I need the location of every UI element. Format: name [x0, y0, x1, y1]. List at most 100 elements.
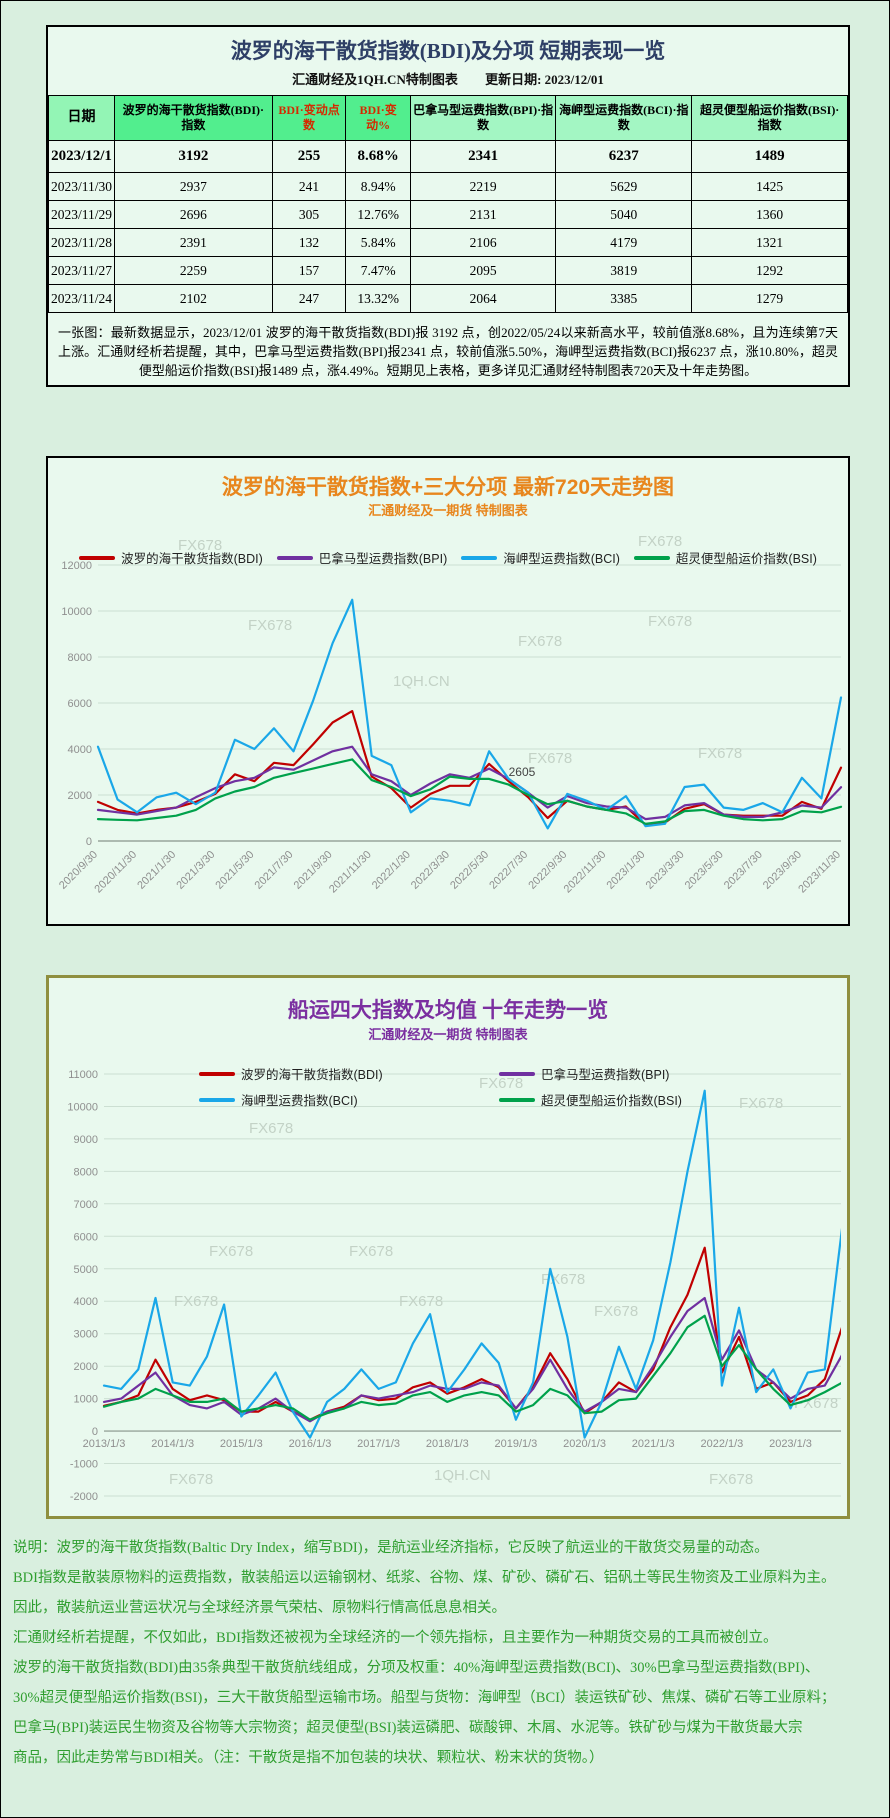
- chart-720-section: 波罗的海干散货指数+三大分项 最新720天走势图 汇通财经及一期货 特制图表 0…: [46, 456, 850, 926]
- svg-text:11000: 11000: [68, 1069, 98, 1081]
- table-cell: 2023/11/24: [47, 284, 116, 313]
- watermark: FX678: [528, 750, 572, 767]
- legend-swatch: [276, 555, 313, 560]
- chart-10y-subtitle: 汇通财经及一期货 特制图表: [368, 1027, 528, 1042]
- svg-text:2020/11/30: 2020/11/30: [92, 849, 139, 896]
- svg-text:6000: 6000: [68, 698, 92, 710]
- svg-text:2021/11/30: 2021/11/30: [327, 849, 374, 896]
- watermark: FX678: [349, 1243, 393, 1260]
- legend-label: 波罗的海干散货指数(BDI): [241, 1068, 383, 1082]
- svg-text:2014/1/3: 2014/1/3: [151, 1438, 194, 1450]
- chart-10y-section: 船运四大指数及均值 十年走势一览 汇通财经及一期货 特制图表 -2000 -100…: [46, 975, 850, 1519]
- data-label: 2605: [509, 765, 536, 779]
- legend-label: 海岬型运费指数(BCI): [503, 552, 620, 566]
- footer-line: 因此，散装航运业营运状况与全球经济景气荣枯、原物料行情高低息息相关。: [13, 1600, 506, 1616]
- table-cell: 2095: [409, 256, 557, 285]
- chart-720-title: 波罗的海干散货指数+三大分项 最新720天走势图: [221, 476, 675, 499]
- legend-swatch: [199, 1071, 235, 1076]
- legend-item: 海岬型运费指数(BCI): [461, 548, 620, 567]
- table-note: 一张图：最新数据显示，2023/12/01 波罗的海干散货指数(BDI)报 31…: [58, 325, 838, 378]
- legend-label: 波罗的海干散货指数(BDI): [121, 552, 263, 566]
- svg-text:2021/1/3: 2021/1/3: [632, 1438, 675, 1450]
- svg-text:2022/5/30: 2022/5/30: [448, 849, 491, 892]
- svg-text:2019/1/3: 2019/1/3: [494, 1438, 537, 1450]
- table-cell: 1321: [691, 228, 848, 257]
- chart-720-subtitle: 汇通财经及一期货 特制图表: [368, 503, 528, 518]
- watermark: FX678: [648, 613, 692, 630]
- table-cell: 2106: [409, 228, 557, 257]
- legend-label: 海岬型运费指数(BCI): [241, 1094, 358, 1108]
- watermark: FX678: [541, 1271, 585, 1288]
- watermark: FX678: [518, 633, 562, 650]
- table-cell: 12.76%: [345, 200, 411, 229]
- svg-text:2021/9/30: 2021/9/30: [292, 849, 335, 892]
- table-row: 2023/11/29 2696 305 12.76% 2131 5040 1360: [47, 200, 848, 229]
- table-cell: 2023/12/1: [47, 140, 116, 173]
- legend-item: 波罗的海干散货指数(BDI): [199, 1064, 499, 1083]
- legend-item: 海岬型运费指数(BCI): [199, 1090, 499, 1109]
- svg-text:2023/9/30: 2023/9/30: [761, 849, 804, 892]
- svg-text:2022/7/30: 2022/7/30: [487, 849, 530, 892]
- legend-swatch: [499, 1071, 535, 1076]
- table-cell: 3819: [555, 256, 693, 285]
- table-cell: 2064: [409, 284, 557, 313]
- svg-text:2023/7/30: 2023/7/30: [722, 849, 765, 892]
- svg-text:2018/1/3: 2018/1/3: [426, 1438, 469, 1450]
- table-section: 波罗的海干散货指数(BDI)及分项 短期表现一览 汇通财经及1QH.CN特制图表…: [46, 25, 850, 387]
- legend-label: 超灵便型船运价指数(BSI): [675, 552, 817, 566]
- svg-text:3000: 3000: [74, 1329, 98, 1341]
- svg-text:2021/7/30: 2021/7/30: [253, 849, 296, 892]
- table-cell: 2341: [409, 140, 557, 173]
- series-bpi: [102, 1296, 841, 1423]
- svg-text:8000: 8000: [74, 1166, 98, 1178]
- header-cell: 日期: [47, 95, 116, 141]
- table-row: 2023/11/28 2391 132 5.84% 2106 4179 1321: [47, 228, 848, 257]
- watermark: FX678: [794, 1395, 838, 1412]
- watermark: FX678: [709, 1471, 753, 1488]
- series-bpi: [96, 745, 843, 821]
- svg-text:6000: 6000: [74, 1231, 98, 1243]
- table-cell: 1489: [691, 140, 848, 173]
- table-cell: 1425: [691, 172, 848, 201]
- table-cell: 2391: [114, 228, 273, 257]
- series-bdi: [102, 1246, 841, 1421]
- series-bsi: [102, 1314, 841, 1421]
- header-cell: 超灵便型船运价指数(BSI)·指数: [691, 95, 848, 141]
- legend-item: 波罗的海干散货指数(BDI): [79, 548, 263, 567]
- svg-text:2021/1/30: 2021/1/30: [135, 849, 178, 892]
- chart-10y-title: 船运四大指数及均值 十年走势一览: [287, 998, 609, 1022]
- svg-text:2022/3/30: 2022/3/30: [409, 849, 452, 892]
- table-cell: 3192: [114, 140, 273, 173]
- legend-item: 巴拿马型运费指数(BPI): [499, 1064, 799, 1083]
- table-cell: 5.84%: [345, 228, 411, 257]
- svg-text:2023/1/3: 2023/1/3: [769, 1438, 812, 1450]
- svg-text:-1000: -1000: [70, 1459, 98, 1471]
- legend-item: 超灵便型船运价指数(BSI): [633, 548, 817, 567]
- footer-line: 汇通财经析若提醒，不仅如此，BDI指数还被视为全球经济的一个领先指标，且主要作为…: [13, 1630, 778, 1646]
- svg-text:2023/1/30: 2023/1/30: [605, 849, 648, 892]
- svg-text:10000: 10000: [67, 1102, 98, 1114]
- header-cell: 海岬型运费指数(BCI)·指数: [555, 95, 693, 141]
- header-cell: 波罗的海干散货指数(BDI)·指数: [114, 95, 273, 141]
- footer-line: BDI指数是散装原物料的运费指数，散装船运以运输钢材、纸浆、谷物、煤、矿砂、磷矿…: [13, 1570, 836, 1586]
- table-cell: 247: [271, 284, 347, 313]
- svg-text:2020/9/30: 2020/9/30: [57, 849, 100, 892]
- watermark: FX678: [249, 1120, 293, 1137]
- table-subtitle: 汇通财经及1QH.CN特制图表 更新日期: 2023/12/01: [48, 69, 848, 88]
- footer-line: 说明：波罗的海干散货指数(Baltic Dry Index，缩写BDI)，是航运…: [13, 1540, 769, 1556]
- svg-text:2000: 2000: [68, 790, 92, 802]
- legend-item: 超灵便型船运价指数(BSI): [499, 1090, 799, 1109]
- table-cell: 255: [271, 140, 347, 173]
- chart-720-legend: 波罗的海干散货指数(BDI) 巴拿马型运费指数(BPI) 海岬型运费指数(BCI) 超…: [48, 548, 848, 567]
- legend-label: 巴拿马型运费指数(BPI): [318, 552, 448, 566]
- table-cell: 6237: [555, 140, 693, 173]
- bdi-table: 日期 波罗的海干散货指数(BDI)·指数 BDI·变动点数 BDI·变动% 巴拿马型运费…: [47, 95, 848, 313]
- page-title: 波罗的海干散货指数(BDI)及分项 短期表现一览: [230, 39, 666, 63]
- svg-text:2021/5/30: 2021/5/30: [213, 849, 256, 892]
- svg-text:2016/1/3: 2016/1/3: [289, 1438, 332, 1450]
- table-row: 2023/11/30 2937 241 8.94% 2219 5629 1425: [47, 172, 848, 201]
- watermark: 1QH.CN: [434, 1467, 491, 1484]
- watermark: FX678: [594, 1303, 638, 1320]
- svg-text:2022/1/3: 2022/1/3: [700, 1438, 743, 1450]
